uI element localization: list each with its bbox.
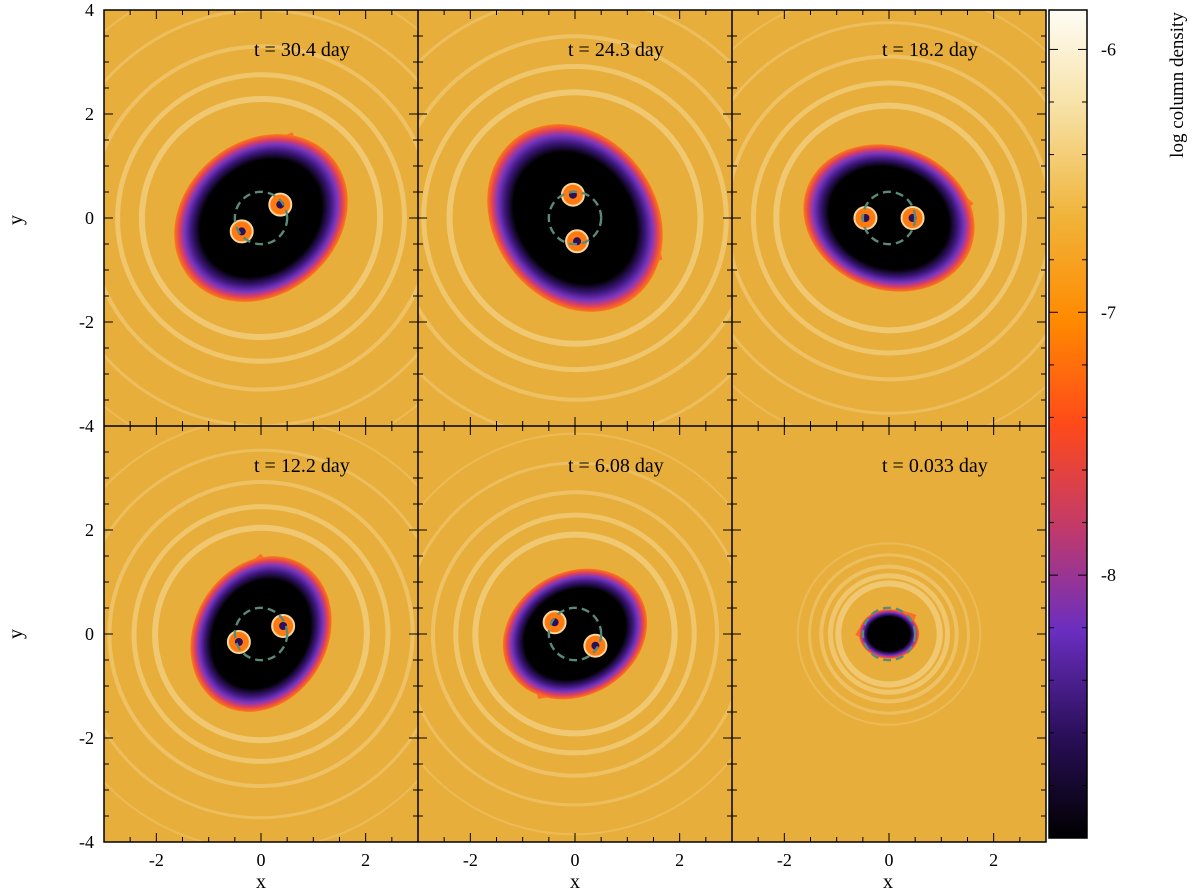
density-ring [430,490,720,778]
colorbar-tick-label: -7 [1101,302,1116,322]
density-ring [152,524,370,744]
x-tick-label: -2 [149,850,164,870]
density-ring [835,580,943,688]
density-ring [418,432,732,836]
density-ring [819,564,959,704]
colorbar-gradient [1048,9,1088,839]
density-ring [421,63,729,373]
y-axis-label-bottom: y [5,629,27,639]
density-ring [808,553,970,715]
y-axis-label-top: y [5,215,27,225]
density-ring [446,89,704,347]
binary-orbit-circle [861,190,917,246]
colorbar-tick-label: -8 [1101,565,1116,585]
density-ring [732,21,1046,415]
density-ring [104,44,418,392]
density-ring [773,102,1005,334]
panel [418,10,732,426]
density-ring [104,10,418,426]
y-tick-label: 0 [85,208,94,228]
panel [104,10,418,426]
x-tick-label: -2 [777,850,792,870]
x-axis-label-middle: x [570,871,580,893]
density-ring [107,479,415,789]
panel [732,10,1046,426]
binary-orbit-circle [547,606,603,662]
y-tick-label: -2 [79,728,94,748]
x-tick-label: 0 [257,850,266,870]
x-tick-label: 2 [675,850,684,870]
x-tick-label: 0 [571,850,580,870]
density-ring [453,512,697,756]
minidisk-core [279,621,288,630]
density-ring [750,80,1028,356]
panel-time-label: t = 30.4 day [254,39,350,61]
central-cavity [190,556,332,712]
binary-orbit-circle [861,606,917,662]
density-ring [115,72,407,364]
density-ring [418,461,732,807]
central-cavity [858,609,920,659]
density-ring [472,531,678,737]
x-tick-label: -2 [463,850,478,870]
central-cavity [487,124,663,312]
density-ring [796,542,982,726]
colorbar-label: log column density [1167,12,1188,158]
x-axis-label-left: x [256,871,266,893]
x-tick-label: 2 [361,850,370,870]
x-axis-label-right: x [883,871,893,893]
central-cavity [803,144,975,292]
axis-ticks: -2 0 2 -2 0 2 -2 0 2 4 2 0 -2 -4 2 0 -2 -4 [79,0,1047,870]
panel-time-label: t = 0.033 day [882,455,988,477]
central-cavity [502,568,648,700]
colorbar-tick-label: -6 [1101,39,1116,59]
binary-orbit-circle [233,190,289,246]
colorbar: -6 -7 -8 [1048,9,1116,839]
y-tick-label: -4 [79,832,94,852]
density-ring [827,573,951,695]
y-tick-label: -2 [79,312,94,332]
density-ring [104,426,418,842]
x-tick-label: 0 [885,850,894,870]
panel [104,426,418,842]
density-ring [138,95,384,341]
binary-orbit-circle [233,606,289,662]
y-tick-label: 2 [85,520,94,540]
y-tick-label: 4 [85,0,94,20]
density-ring [131,504,391,764]
panel [732,426,1046,842]
density-ring [104,448,418,820]
panel-time-label: t = 18.2 day [882,39,978,61]
panel-time-label: t = 24.3 day [568,39,664,61]
binary-orbit-circle [547,190,603,246]
panel [418,426,732,842]
panel-time-label: t = 12.2 day [254,455,350,477]
density-ring [418,10,732,426]
central-cavity [174,134,348,302]
y-tick-label: 2 [85,104,94,124]
y-tick-label: 0 [85,624,94,644]
y-tick-label: -4 [79,416,94,436]
density-ring [732,54,1046,382]
x-tick-label: 2 [989,850,998,870]
panel-time-label: t = 6.08 day [568,455,664,477]
